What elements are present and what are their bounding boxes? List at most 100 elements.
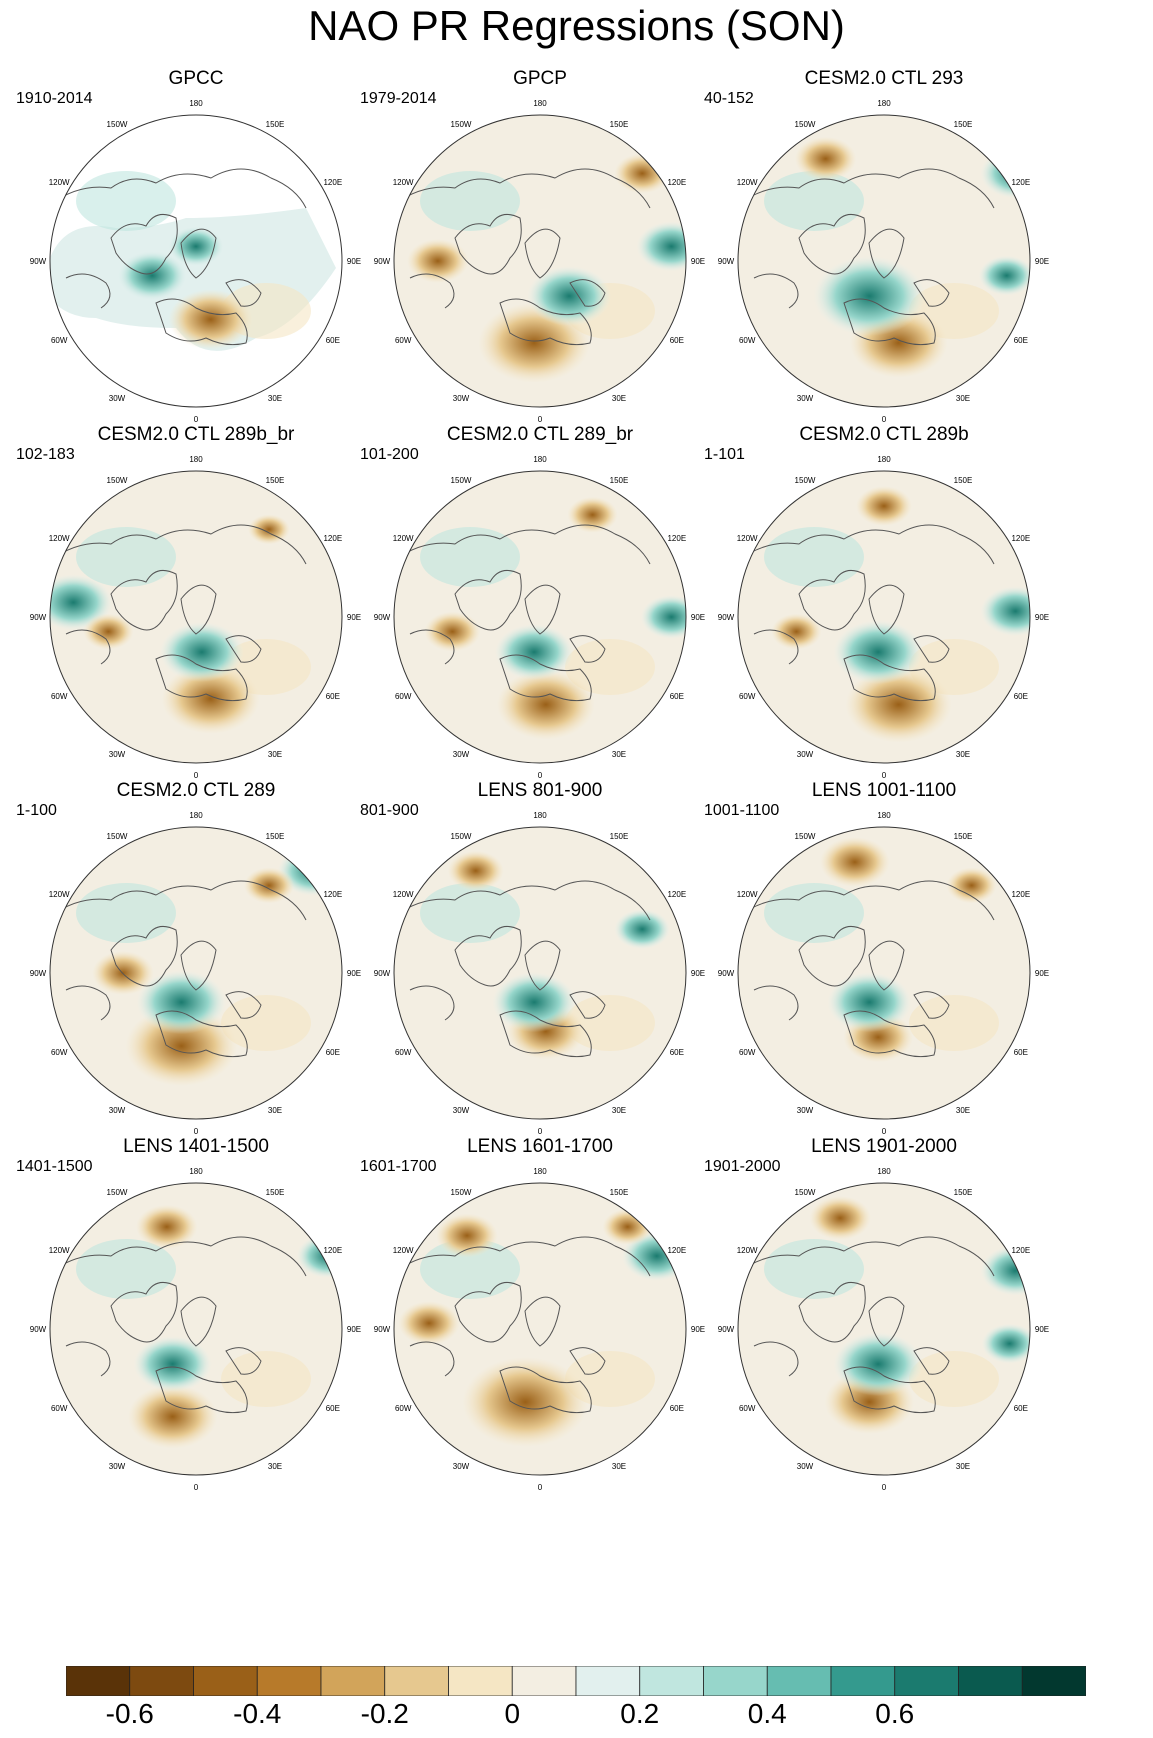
positive-anomaly — [980, 148, 1030, 199]
coastline — [65, 1341, 111, 1377]
longitude-label: 180 — [533, 455, 547, 464]
positive-anomaly — [980, 1245, 1030, 1296]
polar-map: 180 150E 120E 90E 60E 30E 0 30W 60W 90W 120W 150W — [30, 99, 361, 424]
longitude-label: 30W — [453, 1462, 470, 1471]
positive-anomaly — [981, 1323, 1030, 1364]
panel-period: 40-152 — [704, 90, 754, 107]
longitude-label: 150E — [610, 832, 629, 841]
longitude-label: 0 — [882, 1127, 887, 1136]
map-boundary — [393, 114, 687, 408]
longitude-label: 150W — [107, 1188, 128, 1197]
coastline — [65, 629, 111, 665]
coastline — [225, 991, 262, 1019]
longitude-label: 0 — [882, 1483, 887, 1492]
positive-anomaly — [117, 250, 188, 301]
coastline — [499, 1366, 592, 1414]
longitude-label: 120W — [737, 534, 758, 543]
figure-title: NAO PR Regressions (SON) — [308, 2, 845, 49]
longitude-label: 180 — [189, 455, 203, 464]
longitude-label: 180 — [877, 811, 891, 820]
negative-anomaly — [127, 1384, 218, 1449]
panel-period: 1401-1500 — [16, 1158, 93, 1175]
longitude-label: 90E — [691, 1325, 705, 1334]
panel-title: CESM2.0 CTL 289 — [116, 780, 276, 801]
map-panel: 180 150E 120E 90E 60E 30E 0 30W 60W 90W 120W 150W CE… — [6, 424, 386, 819]
longitude-label: 150W — [451, 476, 472, 485]
positive-anomaly — [980, 586, 1030, 637]
longitude-label: 90E — [691, 257, 705, 266]
panel-period: 1601-1700 — [360, 1158, 437, 1175]
longitude-label: 0 — [538, 1127, 543, 1136]
longitude-label: 120E — [1011, 1246, 1030, 1255]
colorbar-swatch — [65, 1665, 131, 1697]
panel-period: 801-900 — [360, 802, 419, 819]
map-panel: 180 150E 120E 90E 60E 30E 0 30W 60W 90W 120W 150W LE… — [350, 780, 730, 1175]
panel-title: GPCP — [513, 68, 567, 89]
longitude-label: 0 — [882, 771, 887, 780]
positive-anomaly — [492, 972, 577, 1033]
colorbar-swatch — [129, 1665, 194, 1697]
longitude-label: 90W — [30, 257, 47, 266]
coastline — [913, 635, 950, 663]
positive-anomaly — [813, 256, 926, 337]
longitude-label: 150W — [795, 120, 816, 129]
longitude-label: 30W — [453, 394, 470, 403]
longitude-label: 150E — [610, 120, 629, 129]
polar-map: 180 150E 120E 90E 60E 30E 0 30W 60W 90W 120W 150W — [30, 455, 361, 780]
longitude-label: 120W — [393, 1246, 414, 1255]
longitude-label: 90W — [374, 257, 391, 266]
map-boundary — [393, 470, 687, 764]
longitude-label: 60W — [395, 1404, 412, 1413]
longitude-label: 120W — [49, 534, 70, 543]
longitude-label: 60W — [51, 692, 68, 701]
longitude-label: 60W — [739, 692, 756, 701]
positive-anomaly — [168, 226, 224, 267]
coastline — [738, 1236, 995, 1277]
negative-anomaly — [856, 486, 912, 527]
longitude-label: 0 — [538, 771, 543, 780]
coastline — [569, 635, 606, 663]
coastline — [798, 925, 866, 987]
longitude-label: 90E — [347, 1325, 361, 1334]
negative-anomaly — [161, 663, 260, 734]
negative-anomaly — [496, 669, 595, 740]
negative-anomaly — [136, 1204, 198, 1249]
coastline — [50, 168, 307, 209]
colorbar-swatch — [511, 1665, 577, 1697]
map-boundary — [393, 826, 687, 1120]
colorbar-swatch — [958, 1665, 1023, 1697]
coastline — [394, 524, 651, 565]
longitude-label: 150E — [954, 120, 973, 129]
coastline — [155, 1010, 248, 1058]
longitude-label: 120W — [737, 1246, 758, 1255]
positive-anomaly — [494, 624, 574, 681]
map-panel: 180 150E 120E 90E 60E 30E 0 30W 60W 90W 120W 150W GP… — [6, 68, 386, 463]
polar-map: 180 150E 120E 90E 60E 30E 0 30W 60W 90W 120W 150W — [718, 811, 1049, 1136]
longitude-label: 120E — [1011, 534, 1030, 543]
map-panel: 180 150E 120E 90E 60E 30E 0 30W 60W 90W 120W 150W CE… — [6, 780, 386, 1175]
colorbar-labels: -0.6 -0.4 -0.2 0 0.2 0.4 0.6 — [0, 1698, 1153, 1738]
longitude-label: 60E — [670, 692, 684, 701]
longitude-label: 120E — [667, 890, 686, 899]
longitude-label: 30E — [956, 1106, 970, 1115]
longitude-label: 150W — [451, 1188, 472, 1197]
map-panel: 180 150E 120E 90E 60E 30E 0 30W 60W 90W 120W 150W GP… — [350, 68, 730, 463]
coastline — [225, 635, 262, 663]
coastline — [155, 298, 248, 346]
coastline — [394, 168, 651, 209]
longitude-label: 30E — [956, 750, 970, 759]
positive-anomaly — [827, 972, 912, 1033]
negative-anomaly — [398, 1301, 460, 1346]
positive-anomaly — [614, 909, 671, 950]
negative-anomaly — [424, 611, 481, 652]
coastline — [65, 985, 111, 1021]
longitude-label: 120E — [667, 534, 686, 543]
colorbar-swatch — [1021, 1665, 1087, 1697]
positive-anomaly — [133, 1336, 212, 1393]
longitude-label: 90W — [374, 613, 391, 622]
longitude-label: 60W — [51, 1048, 68, 1057]
colorbar-swatch — [193, 1665, 258, 1697]
longitude-label: 180 — [189, 811, 203, 820]
longitude-label: 90W — [718, 613, 735, 622]
longitude-label: 120E — [667, 178, 686, 187]
